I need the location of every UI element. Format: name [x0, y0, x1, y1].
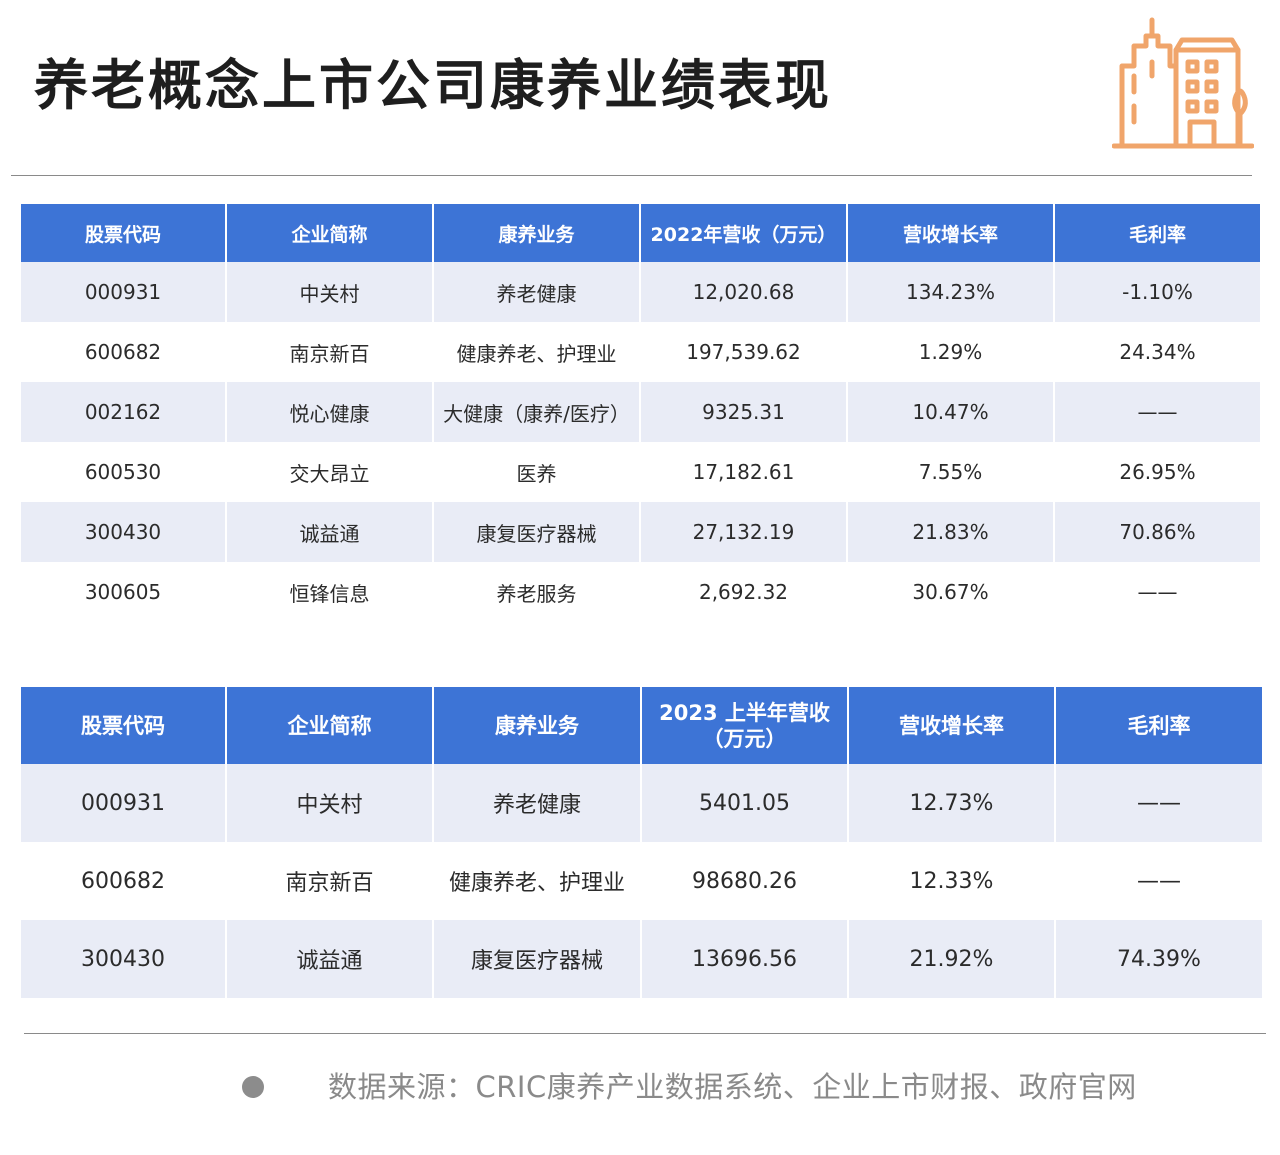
cell-growth: 1.29% [847, 322, 1055, 382]
cell-company: 南京新百 [226, 322, 434, 382]
cell-margin: —— [1055, 764, 1262, 842]
cell-margin: —— [1055, 842, 1262, 920]
cell-company: 中关村 [226, 262, 434, 322]
cell-growth: 134.23% [847, 262, 1055, 322]
cell-stock-code: 000931 [21, 764, 227, 842]
cell-business: 养老健康 [433, 764, 642, 842]
cell-stock-code: 300430 [21, 920, 227, 998]
cell-stock-code: 300605 [21, 562, 227, 622]
table-row: 600530 交大昂立 医养 17,182.61 7.55% 26.95% [21, 442, 1260, 502]
cell-company: 恒锋信息 [226, 562, 434, 622]
table-row: 000931 中关村 养老健康 5401.05 12.73% —— [21, 764, 1262, 842]
cell-company: 中关村 [226, 764, 434, 842]
cell-margin: —— [1054, 562, 1260, 622]
cell-business: 健康养老、护理业 [433, 842, 642, 920]
cell-business: 康复医疗器械 [433, 502, 641, 562]
header-growth: 营收增长率 [848, 687, 1056, 764]
cell-growth: 30.67% [847, 562, 1055, 622]
cell-company: 南京新百 [226, 842, 434, 920]
header-revenue: 2022年营收（万元） [640, 204, 848, 262]
cell-stock-code: 600530 [21, 442, 227, 502]
cell-revenue: 27,132.19 [640, 502, 848, 562]
revenue-2022-table: 股票代码 企业简称 康养业务 2022年营收（万元） 营收增长率 毛利率 000… [21, 204, 1260, 622]
cell-revenue: 197,539.62 [640, 322, 848, 382]
cell-business: 医养 [433, 442, 641, 502]
cell-business: 康复医疗器械 [433, 920, 642, 998]
header-revenue: 2023 上半年营收（万元） [641, 687, 849, 764]
cell-growth: 21.92% [848, 920, 1056, 998]
table-header-row: 股票代码 企业简称 康养业务 2023 上半年营收（万元） 营收增长率 毛利率 [21, 687, 1262, 764]
cell-margin: 70.86% [1054, 502, 1260, 562]
table-row: 300605 恒锋信息 养老服务 2,692.32 30.67% —— [21, 562, 1260, 622]
cell-stock-code: 600682 [21, 322, 227, 382]
cell-business: 养老健康 [433, 262, 641, 322]
cell-business: 大健康（康养/医疗） [433, 382, 641, 442]
revenue-2023h1-table: 股票代码 企业简称 康养业务 2023 上半年营收（万元） 营收增长率 毛利率 … [21, 687, 1262, 998]
city-buildings-icon [1111, 14, 1255, 152]
table-row: 300430 诚益通 康复医疗器械 27,132.19 21.83% 70.86… [21, 502, 1260, 562]
cell-stock-code: 600682 [21, 842, 227, 920]
header-margin: 毛利率 [1054, 204, 1260, 262]
header-stock-code: 股票代码 [21, 204, 227, 262]
title-divider [11, 175, 1252, 176]
table-row: 600682 南京新百 健康养老、护理业 98680.26 12.33% —— [21, 842, 1262, 920]
table-row: 002162 悦心健康 大健康（康养/医疗） 9325.31 10.47% —— [21, 382, 1260, 442]
cell-margin: 74.39% [1055, 920, 1262, 998]
header-growth: 营收增长率 [847, 204, 1055, 262]
cell-company: 交大昂立 [226, 442, 434, 502]
cell-growth: 7.55% [847, 442, 1055, 502]
cell-stock-code: 000931 [21, 262, 227, 322]
page-title: 养老概念上市公司康养业绩表现 [34, 54, 832, 117]
table-row: 300430 诚益通 康复医疗器械 13696.56 21.92% 74.39% [21, 920, 1262, 998]
cell-revenue: 12,020.68 [640, 262, 848, 322]
header-business: 康养业务 [433, 204, 641, 262]
cell-company: 诚益通 [226, 920, 434, 998]
cell-growth: 21.83% [847, 502, 1055, 562]
header-margin: 毛利率 [1055, 687, 1262, 764]
footer-divider [24, 1033, 1266, 1034]
cell-margin: 24.34% [1054, 322, 1260, 382]
cell-company: 悦心健康 [226, 382, 434, 442]
cell-revenue: 2,692.32 [640, 562, 848, 622]
cell-revenue: 9325.31 [640, 382, 848, 442]
header-business: 康养业务 [433, 687, 642, 764]
table-header-row: 股票代码 企业简称 康养业务 2022年营收（万元） 营收增长率 毛利率 [21, 204, 1260, 262]
cell-revenue: 5401.05 [641, 764, 849, 842]
cell-stock-code: 002162 [21, 382, 227, 442]
cell-margin: 26.95% [1054, 442, 1260, 502]
cell-growth: 12.33% [848, 842, 1056, 920]
header-company: 企业简称 [226, 204, 434, 262]
table-row: 600682 南京新百 健康养老、护理业 197,539.62 1.29% 24… [21, 322, 1260, 382]
cell-stock-code: 300430 [21, 502, 227, 562]
data-source-note: 数据来源：CRIC康养产业数据系统、企业上市财报、政府官网 [328, 1070, 1137, 1104]
bullet-dot-icon [242, 1076, 264, 1098]
cell-revenue: 98680.26 [641, 842, 849, 920]
header-stock-code: 股票代码 [21, 687, 227, 764]
cell-revenue: 13696.56 [641, 920, 849, 998]
cell-growth: 12.73% [848, 764, 1056, 842]
header-company: 企业简称 [226, 687, 434, 764]
cell-revenue: 17,182.61 [640, 442, 848, 502]
cell-margin: —— [1054, 382, 1260, 442]
cell-business: 养老服务 [433, 562, 641, 622]
cell-company: 诚益通 [226, 502, 434, 562]
table-row: 000931 中关村 养老健康 12,020.68 134.23% -1.10% [21, 262, 1260, 322]
cell-margin: -1.10% [1054, 262, 1260, 322]
cell-business: 健康养老、护理业 [433, 322, 641, 382]
cell-growth: 10.47% [847, 382, 1055, 442]
